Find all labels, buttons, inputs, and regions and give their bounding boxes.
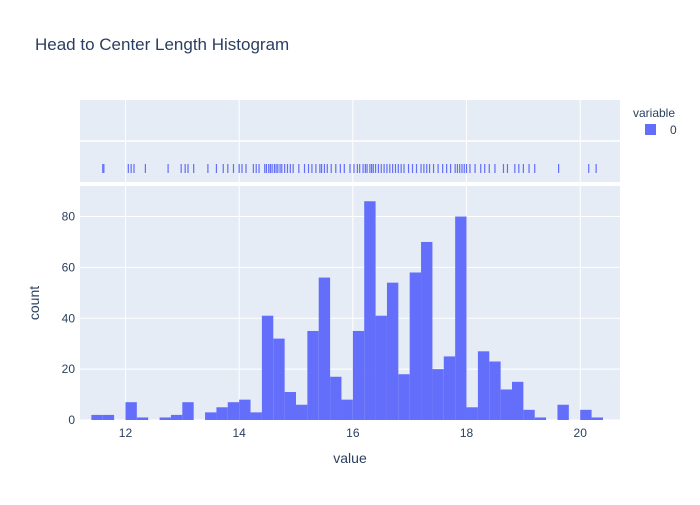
histogram-bar[interactable]: [307, 330, 319, 420]
y-tick-label: 60: [62, 260, 76, 274]
histogram-bar[interactable]: [523, 409, 535, 420]
histogram-bar[interactable]: [352, 330, 365, 420]
histogram-bar[interactable]: [227, 402, 240, 420]
x-tick-labels: 12 14 16 18 20: [119, 426, 587, 440]
histogram-bar[interactable]: [136, 417, 149, 420]
chart-title: Head to Center Length Histogram: [35, 35, 289, 54]
histogram-bar[interactable]: [455, 216, 467, 420]
y-tick-label: 20: [62, 362, 76, 376]
histogram-bar[interactable]: [182, 402, 194, 420]
histogram-bar[interactable]: [239, 399, 251, 420]
histogram-bar[interactable]: [341, 399, 353, 420]
histogram-bar[interactable]: [386, 282, 399, 420]
histogram-bar[interactable]: [421, 241, 433, 420]
histogram-bar[interactable]: [261, 315, 274, 420]
histogram-bar[interactable]: [296, 404, 308, 420]
x-tick-label: 20: [574, 426, 588, 440]
histogram-bar[interactable]: [318, 277, 331, 420]
y-tick-labels: 0 20 40 60 80: [62, 210, 76, 427]
y-tick-label: 40: [62, 311, 76, 325]
histogram-bar[interactable]: [125, 402, 137, 420]
y-tick-label: 0: [68, 413, 75, 427]
histogram-bar[interactable]: [500, 389, 512, 420]
histogram-bar[interactable]: [489, 361, 501, 421]
x-tick-label: 18: [460, 426, 474, 440]
x-tick-label: 12: [119, 426, 133, 440]
histogram-bar[interactable]: [216, 407, 228, 420]
histogram-bar[interactable]: [273, 338, 285, 420]
legend-title: variable: [633, 106, 675, 120]
histogram-bar[interactable]: [443, 356, 456, 420]
histogram-bar[interactable]: [512, 381, 524, 420]
histogram-bar[interactable]: [580, 409, 592, 420]
legend-swatch[interactable]: [645, 124, 656, 135]
histogram-bar[interactable]: [102, 414, 115, 420]
histogram-bar[interactable]: [557, 404, 569, 420]
x-tick-label: 14: [232, 426, 246, 440]
histogram-bar[interactable]: [284, 392, 296, 420]
histogram-plot-area: [80, 186, 620, 420]
histogram-bar[interactable]: [205, 412, 217, 420]
histogram-bar[interactable]: [432, 369, 444, 420]
histogram-bar[interactable]: [409, 272, 422, 420]
histogram-bar[interactable]: [330, 376, 342, 420]
rug-marks[interactable]: [102, 164, 597, 173]
histogram-bar[interactable]: [250, 412, 262, 420]
histogram-bar[interactable]: [364, 201, 376, 420]
histogram-bar[interactable]: [466, 407, 478, 420]
legend[interactable]: variable 0: [633, 106, 677, 137]
histogram-bar[interactable]: [534, 417, 547, 420]
histogram-bars[interactable]: [91, 201, 603, 420]
histogram-bar[interactable]: [159, 417, 171, 420]
x-tick-label: 16: [346, 426, 360, 440]
y-tick-label: 80: [62, 210, 76, 224]
legend-entry-label[interactable]: 0: [670, 123, 677, 137]
histogram-bar[interactable]: [91, 414, 103, 420]
y-axis-label: count: [26, 286, 42, 320]
histogram-bar[interactable]: [170, 414, 183, 420]
histogram-bar[interactable]: [375, 315, 387, 420]
histogram-bar[interactable]: [398, 374, 410, 420]
histogram-bar[interactable]: [477, 351, 490, 420]
histogram-bar[interactable]: [591, 417, 603, 420]
x-axis-label: value: [333, 450, 367, 466]
